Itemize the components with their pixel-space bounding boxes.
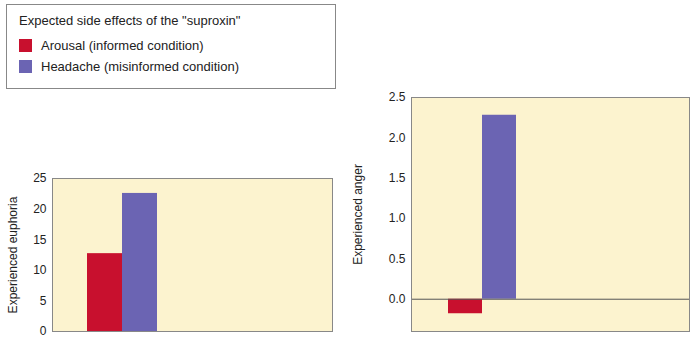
svg-text:Experienced euphoria: Experienced euphoria bbox=[6, 196, 20, 313]
html-text:Headache (misinformed conditio: Headache (misinformed condition) bbox=[41, 59, 239, 74]
svg-text:1.5: 1.5 bbox=[389, 171, 406, 185]
svg-text:1.0: 1.0 bbox=[389, 211, 406, 225]
svg-text:20: 20 bbox=[33, 202, 47, 216]
svg-text:0.5: 0.5 bbox=[389, 252, 406, 266]
svg-text:Experienced anger: Experienced anger bbox=[351, 164, 365, 265]
svg-text:15: 15 bbox=[33, 233, 47, 247]
svg-text:2.5: 2.5 bbox=[389, 90, 406, 104]
html-text:Expected side effects of the ": Expected side effects of the "suproxin" bbox=[19, 13, 241, 28]
html-text:Arousal (informed condition): Arousal (informed condition) bbox=[41, 38, 204, 53]
svg-text:0: 0 bbox=[40, 324, 47, 338]
svg-text:0.0: 0.0 bbox=[389, 292, 406, 306]
svg-text:10: 10 bbox=[33, 263, 47, 277]
svg-text:5: 5 bbox=[40, 294, 47, 308]
svg-text:2.0: 2.0 bbox=[389, 131, 406, 145]
svg-text:25: 25 bbox=[33, 171, 47, 185]
